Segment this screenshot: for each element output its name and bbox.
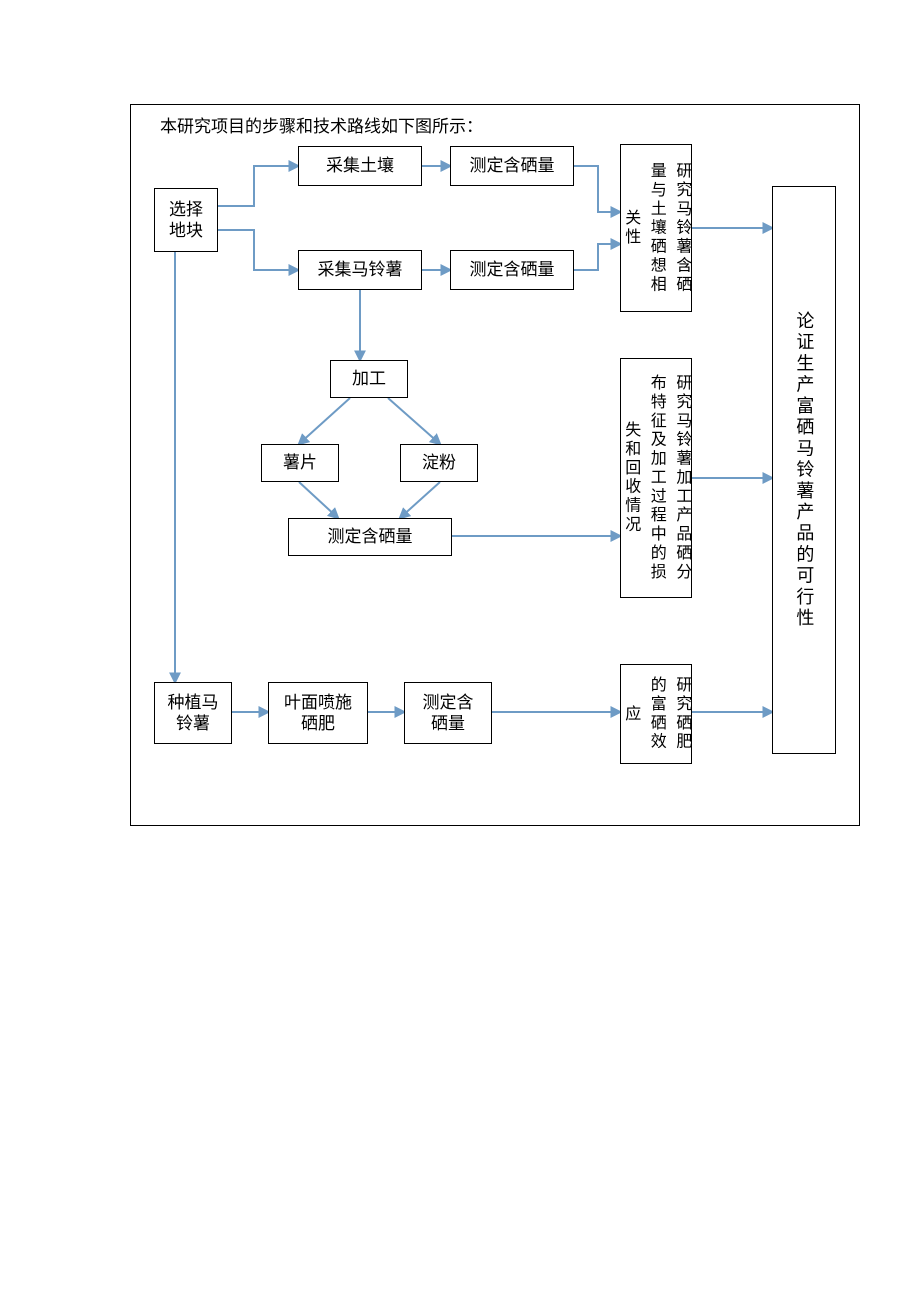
- node-chips: 薯片: [261, 444, 339, 482]
- node-label: 研究马铃薯加工产品硒分布特征及加工过程中的损失和回收情况: [618, 367, 695, 589]
- node-label: 测定含硒量: [470, 155, 555, 176]
- node-foliar-spray: 叶面喷施 硒肥: [268, 682, 368, 744]
- node-measure-processed: 测定含硒量: [288, 518, 452, 556]
- node-collect-soil: 采集土壤: [298, 146, 422, 186]
- node-label: 种植马 铃薯: [168, 692, 219, 735]
- node-measure-soil: 测定含硒量: [450, 146, 574, 186]
- node-processing-study: 研究马铃薯加工产品硒分布特征及加工过程中的损失和回收情况: [620, 358, 692, 598]
- node-label: 叶面喷施 硒肥: [284, 692, 352, 735]
- node-fertilizer-study: 研究硒肥的富硒效应: [620, 664, 692, 764]
- node-plant-potato: 种植马 铃薯: [154, 682, 232, 744]
- node-process: 加工: [330, 360, 408, 398]
- node-label: 选择 地块: [169, 199, 203, 242]
- node-measure-plant: 测定含 硒量: [404, 682, 492, 744]
- node-collect-potato: 采集马铃薯: [298, 250, 422, 290]
- node-label: 研究马铃薯含硒量与土壤硒想相关性: [618, 153, 695, 303]
- diagram-caption: 本研究项目的步骤和技术路线如下图所示：: [160, 112, 483, 137]
- page: { "flowchart": { "type": "flowchart", "c…: [0, 0, 920, 1302]
- diagram-frame: [130, 104, 860, 826]
- node-label: 测定含硒量: [470, 259, 555, 280]
- node-label: 论证生产富硒马铃薯产品的可行性: [790, 311, 819, 630]
- node-label: 薯片: [283, 452, 317, 473]
- node-label: 淀粉: [422, 452, 456, 473]
- node-select-plot: 选择 地块: [154, 188, 218, 252]
- node-label: 测定含硒量: [328, 526, 413, 547]
- node-label: 采集马铃薯: [318, 259, 403, 280]
- node-label: 测定含 硒量: [423, 692, 474, 735]
- node-label: 研究硒肥的富硒效应: [618, 673, 695, 755]
- node-conclusion: 论证生产富硒马铃薯产品的可行性: [772, 186, 836, 754]
- node-label: 采集土壤: [326, 155, 394, 176]
- node-measure-potato: 测定含硒量: [450, 250, 574, 290]
- node-label: 加工: [352, 368, 386, 389]
- node-correlation: 研究马铃薯含硒量与土壤硒想相关性: [620, 144, 692, 312]
- node-starch: 淀粉: [400, 444, 478, 482]
